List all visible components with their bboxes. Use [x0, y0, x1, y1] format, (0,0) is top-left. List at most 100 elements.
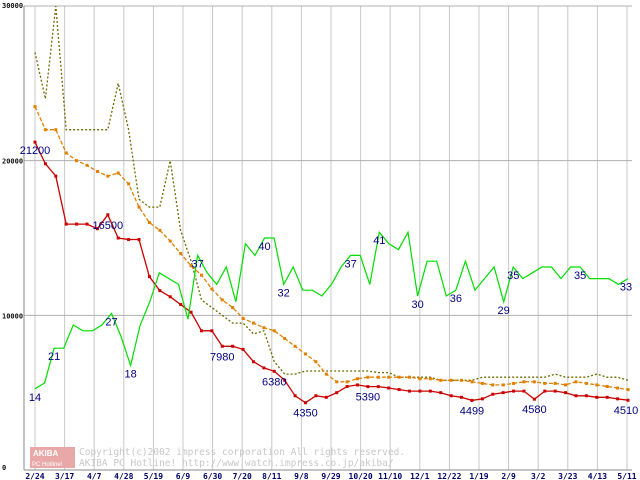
data-label: 41 — [373, 235, 385, 247]
point-average-price — [210, 287, 214, 291]
data-label: 36 — [450, 293, 462, 305]
x-tick-label: 2/24 — [25, 472, 44, 480]
point-average-price — [179, 251, 183, 255]
point-min-price — [241, 347, 245, 351]
point-min-price — [439, 391, 443, 395]
point-min-price — [387, 386, 391, 390]
series-line-min-price — [34, 141, 629, 404]
data-label: 7980 — [210, 351, 234, 363]
data-label: 21200 — [20, 145, 51, 157]
point-average-price — [116, 171, 120, 175]
data-label: 4510 — [614, 405, 638, 417]
point-min-price — [33, 140, 37, 144]
point-min-price — [75, 222, 79, 226]
point-average-price — [376, 375, 380, 379]
point-min-price — [501, 391, 505, 395]
point-min-price — [512, 389, 516, 393]
point-average-price — [449, 378, 453, 382]
x-tick-label: 3/2 — [531, 472, 546, 480]
point-average-price — [335, 380, 339, 384]
point-min-price — [470, 398, 474, 402]
point-average-price — [553, 381, 557, 385]
x-tick-label: 2/9 — [501, 472, 516, 480]
point-min-price — [137, 238, 141, 242]
point-average-price — [584, 381, 588, 385]
data-label: 5390 — [356, 392, 380, 404]
point-min-price — [106, 213, 110, 217]
logo-text-top: AKIBA — [33, 449, 59, 458]
point-average-price — [127, 182, 131, 186]
point-min-price — [272, 369, 276, 373]
point-average-price — [491, 383, 495, 387]
point-min-price — [616, 397, 620, 401]
point-average-price — [439, 378, 443, 382]
point-average-price — [345, 380, 349, 384]
point-min-price — [564, 391, 568, 395]
data-label: 27 — [105, 316, 117, 328]
logo-text-bottom: PC Hotline! — [32, 462, 63, 468]
point-min-price — [179, 303, 183, 307]
point-average-price — [470, 380, 474, 384]
series-line-shop-count — [34, 230, 629, 390]
point-min-price — [605, 395, 609, 399]
y-tick-label: 10000 — [2, 312, 23, 320]
point-average-price — [366, 375, 370, 379]
logo-badge-top — [30, 447, 75, 458]
series-line-average-price — [34, 106, 629, 391]
x-tick-label: 5/19 — [144, 472, 163, 480]
data-label: 18 — [125, 369, 137, 381]
point-average-price — [199, 273, 203, 277]
x-tick-label: 12/22 — [437, 472, 461, 480]
point-min-price — [449, 394, 453, 398]
x-tick-label: 5/11 — [617, 472, 636, 480]
point-average-price — [293, 344, 297, 348]
point-min-price — [314, 394, 318, 398]
point-average-price — [522, 380, 526, 384]
point-min-price — [480, 397, 484, 401]
point-min-price — [262, 366, 266, 370]
point-average-price — [303, 352, 307, 356]
point-min-price — [116, 236, 120, 240]
x-tick-label: 11/10 — [378, 472, 402, 480]
point-average-price — [616, 386, 620, 390]
point-average-price — [33, 105, 37, 109]
point-min-price — [553, 389, 557, 393]
point-average-price — [251, 321, 255, 325]
point-average-price — [220, 298, 224, 302]
point-min-price — [54, 174, 58, 178]
watermark: AKIBA PC Hotline! Copyright(c)2002 impre… — [30, 447, 405, 469]
data-label: 35 — [507, 270, 519, 282]
point-min-price — [189, 310, 193, 314]
point-min-price — [251, 360, 255, 364]
point-min-price — [522, 389, 526, 393]
data-label: 6380 — [262, 376, 286, 388]
data-label: 4350 — [293, 408, 317, 420]
point-min-price — [293, 394, 297, 398]
point-min-price — [283, 378, 287, 382]
point-min-price — [584, 394, 588, 398]
point-min-price — [543, 389, 547, 393]
point-min-price — [303, 401, 307, 405]
y-tick-label: 30000 — [2, 2, 23, 10]
data-label: 4499 — [460, 405, 484, 417]
data-label: 32 — [278, 287, 290, 299]
point-average-price — [158, 228, 162, 232]
point-average-price — [314, 360, 318, 364]
series-layer — [33, 5, 630, 405]
data-label: 29 — [498, 305, 510, 317]
logo-badge-bottom — [30, 458, 75, 468]
data-label: 21 — [48, 351, 60, 363]
point-min-price — [335, 391, 339, 395]
data-label: 35 — [574, 270, 586, 282]
point-average-price — [75, 159, 79, 163]
x-tick-label: 10/20 — [349, 472, 373, 480]
series-line-max-price — [34, 5, 629, 381]
point-average-price — [501, 383, 505, 387]
point-average-price — [241, 316, 245, 320]
point-average-price — [418, 377, 422, 381]
x-tick-label: 12/1 — [410, 472, 429, 480]
point-average-price — [532, 380, 536, 384]
point-average-price — [460, 378, 464, 382]
x-tick-label: 4/7 — [87, 472, 102, 480]
